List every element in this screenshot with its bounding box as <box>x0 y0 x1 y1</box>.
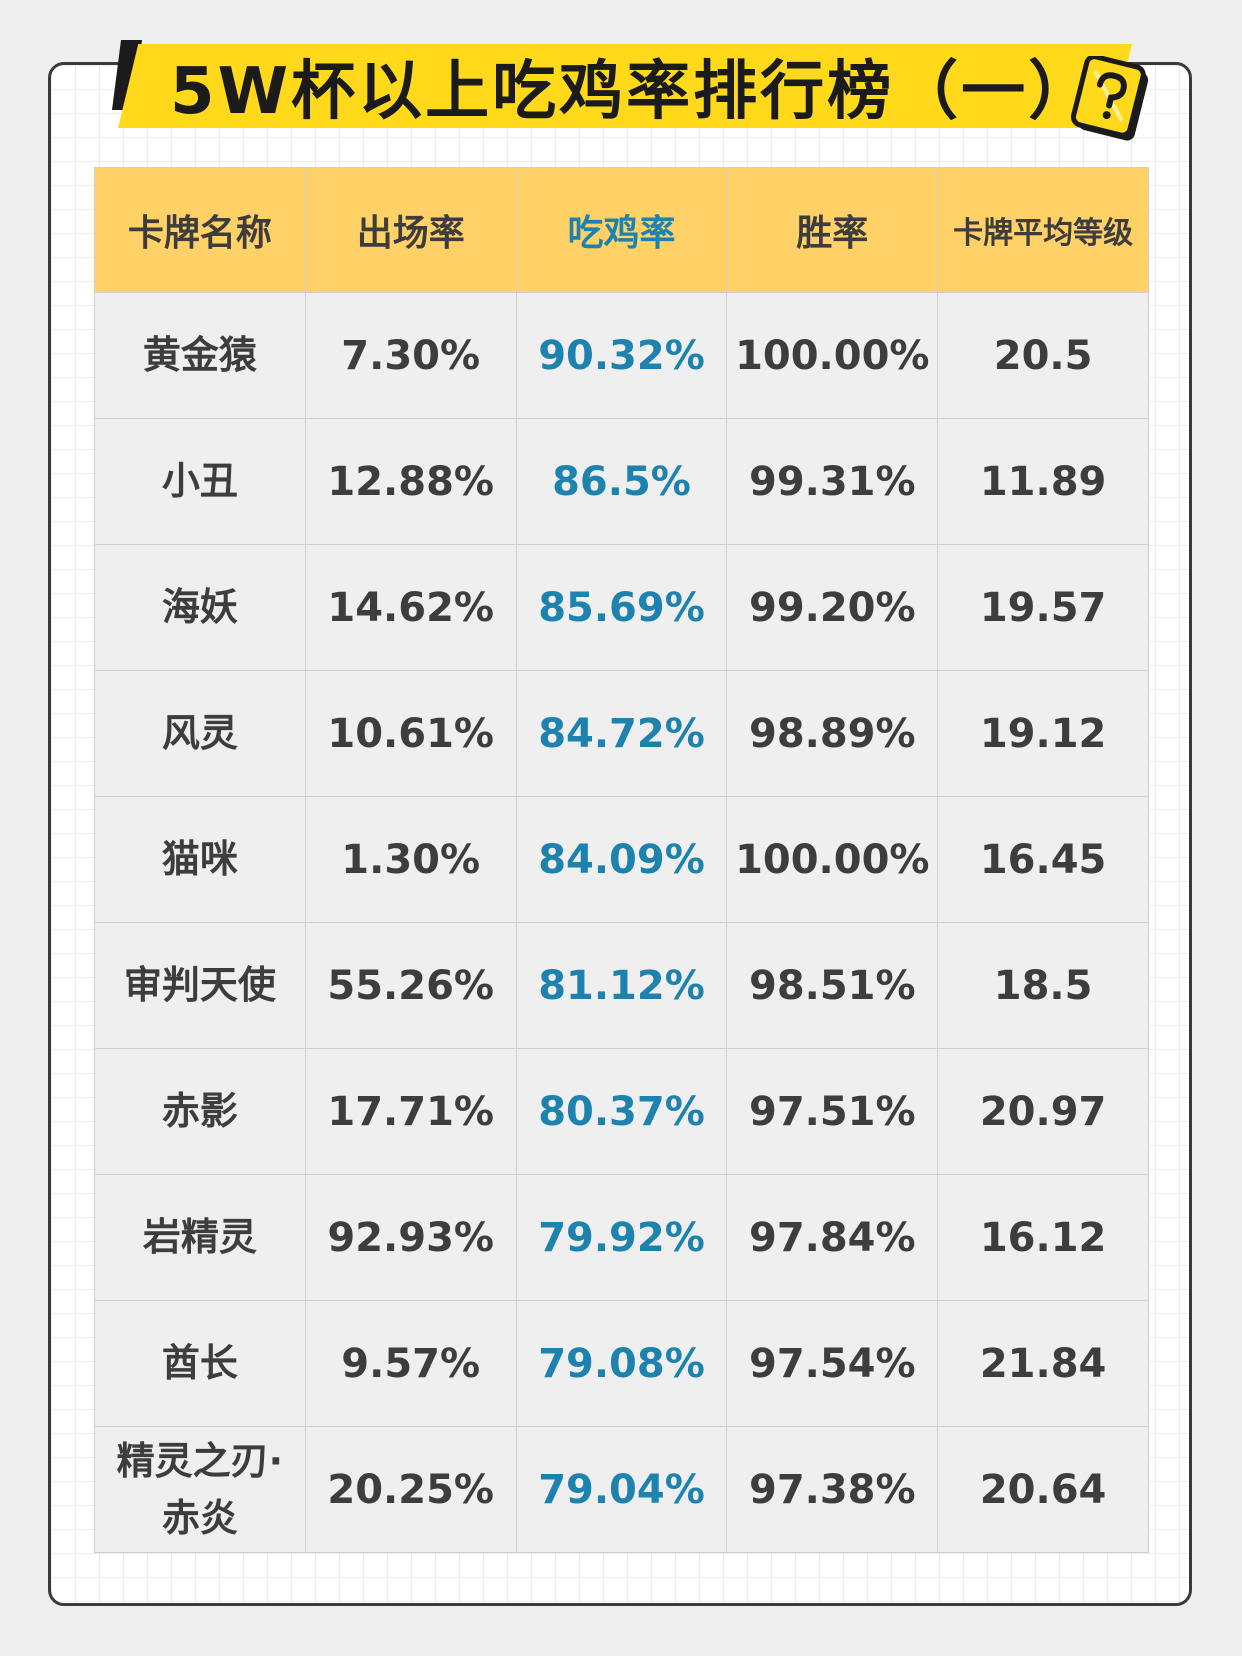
cell-first-place-rate: 84.09% <box>515 796 728 923</box>
cell-avg-level: 19.12 <box>937 670 1149 797</box>
cell-card-name: 精灵之刃·赤炎 <box>94 1426 306 1553</box>
header-win-rate: 胜率 <box>726 167 939 293</box>
cell-first-place-rate: 81.12% <box>515 922 728 1049</box>
cell-appearance-rate: 7.30% <box>304 292 517 419</box>
cell-appearance-rate: 14.62% <box>304 544 517 671</box>
cell-card-name: 黄金猿 <box>94 292 306 419</box>
header-appearance-rate: 出场率 <box>304 167 517 293</box>
cell-win-rate: 98.51% <box>726 922 939 1049</box>
cell-appearance-rate: 92.93% <box>304 1174 517 1301</box>
cell-card-name: 海妖 <box>94 544 306 671</box>
ranking-table: 卡牌名称 出场率 吃鸡率 胜率 卡牌平均等级 黄金猿 7.30% 90.32% … <box>94 167 1149 1553</box>
cell-card-name: 审判天使 <box>94 922 306 1049</box>
cell-first-place-rate: 85.69% <box>515 544 728 671</box>
cell-appearance-rate: 10.61% <box>304 670 517 797</box>
cell-first-place-rate: 84.72% <box>515 670 728 797</box>
page-title: 5W杯以上吃鸡率排行榜（一） <box>170 55 1096 129</box>
cell-card-name: 风灵 <box>94 670 306 797</box>
cell-win-rate: 100.00% <box>726 796 939 923</box>
table-row: 海妖 14.62% 85.69% 99.20% 19.57 <box>94 544 1149 671</box>
question-card-icon <box>1070 56 1149 141</box>
cell-avg-level: 21.84 <box>937 1300 1149 1427</box>
cell-first-place-rate: 79.92% <box>515 1174 728 1301</box>
table-header-row: 卡牌名称 出场率 吃鸡率 胜率 卡牌平均等级 <box>94 167 1149 293</box>
cell-win-rate: 97.54% <box>726 1300 939 1427</box>
cell-avg-level: 20.5 <box>937 292 1149 419</box>
table-row: 风灵 10.61% 84.72% 98.89% 19.12 <box>94 670 1149 797</box>
cell-card-name: 酋长 <box>94 1300 306 1427</box>
cell-first-place-rate: 79.04% <box>515 1426 728 1553</box>
cell-avg-level: 20.97 <box>937 1048 1149 1175</box>
cell-win-rate: 97.84% <box>726 1174 939 1301</box>
header-first-place-rate: 吃鸡率 <box>515 167 728 293</box>
cell-win-rate: 97.38% <box>726 1426 939 1553</box>
cell-avg-level: 19.57 <box>937 544 1149 671</box>
cell-win-rate: 99.20% <box>726 544 939 671</box>
cell-card-name: 赤影 <box>94 1048 306 1175</box>
cell-appearance-rate: 17.71% <box>304 1048 517 1175</box>
cell-first-place-rate: 90.32% <box>515 292 728 419</box>
cell-appearance-rate: 20.25% <box>304 1426 517 1553</box>
cell-avg-level: 16.45 <box>937 796 1149 923</box>
cell-win-rate: 98.89% <box>726 670 939 797</box>
cell-appearance-rate: 55.26% <box>304 922 517 1049</box>
table-row: 精灵之刃·赤炎 20.25% 79.04% 97.38% 20.64 <box>94 1426 1149 1553</box>
cell-card-name: 小丑 <box>94 418 306 545</box>
cell-card-name: 岩精灵 <box>94 1174 306 1301</box>
cell-avg-level: 11.89 <box>937 418 1149 545</box>
table-row: 猫咪 1.30% 84.09% 100.00% 16.45 <box>94 796 1149 923</box>
table-row: 小丑 12.88% 86.5% 99.31% 11.89 <box>94 418 1149 545</box>
cell-first-place-rate: 79.08% <box>515 1300 728 1427</box>
cell-avg-level: 20.64 <box>937 1426 1149 1553</box>
table-row: 酋长 9.57% 79.08% 97.54% 21.84 <box>94 1300 1149 1427</box>
cell-first-place-rate: 80.37% <box>515 1048 728 1175</box>
header-avg-level: 卡牌平均等级 <box>937 167 1149 293</box>
cell-avg-level: 18.5 <box>937 922 1149 1049</box>
cell-win-rate: 99.31% <box>726 418 939 545</box>
cell-card-name: 猫咪 <box>94 796 306 923</box>
table-row: 审判天使 55.26% 81.12% 98.51% 18.5 <box>94 922 1149 1049</box>
cell-appearance-rate: 12.88% <box>304 418 517 545</box>
table-row: 黄金猿 7.30% 90.32% 100.00% 20.5 <box>94 292 1149 419</box>
cell-avg-level: 16.12 <box>937 1174 1149 1301</box>
header-card-name: 卡牌名称 <box>94 167 306 293</box>
cell-win-rate: 97.51% <box>726 1048 939 1175</box>
title-banner: 5W杯以上吃鸡率排行榜（一） <box>118 44 1132 128</box>
table-row: 赤影 17.71% 80.37% 97.51% 20.97 <box>94 1048 1149 1175</box>
cell-appearance-rate: 9.57% <box>304 1300 517 1427</box>
cell-first-place-rate: 86.5% <box>515 418 728 545</box>
cell-appearance-rate: 1.30% <box>304 796 517 923</box>
table-row: 岩精灵 92.93% 79.92% 97.84% 16.12 <box>94 1174 1149 1301</box>
cell-win-rate: 100.00% <box>726 292 939 419</box>
